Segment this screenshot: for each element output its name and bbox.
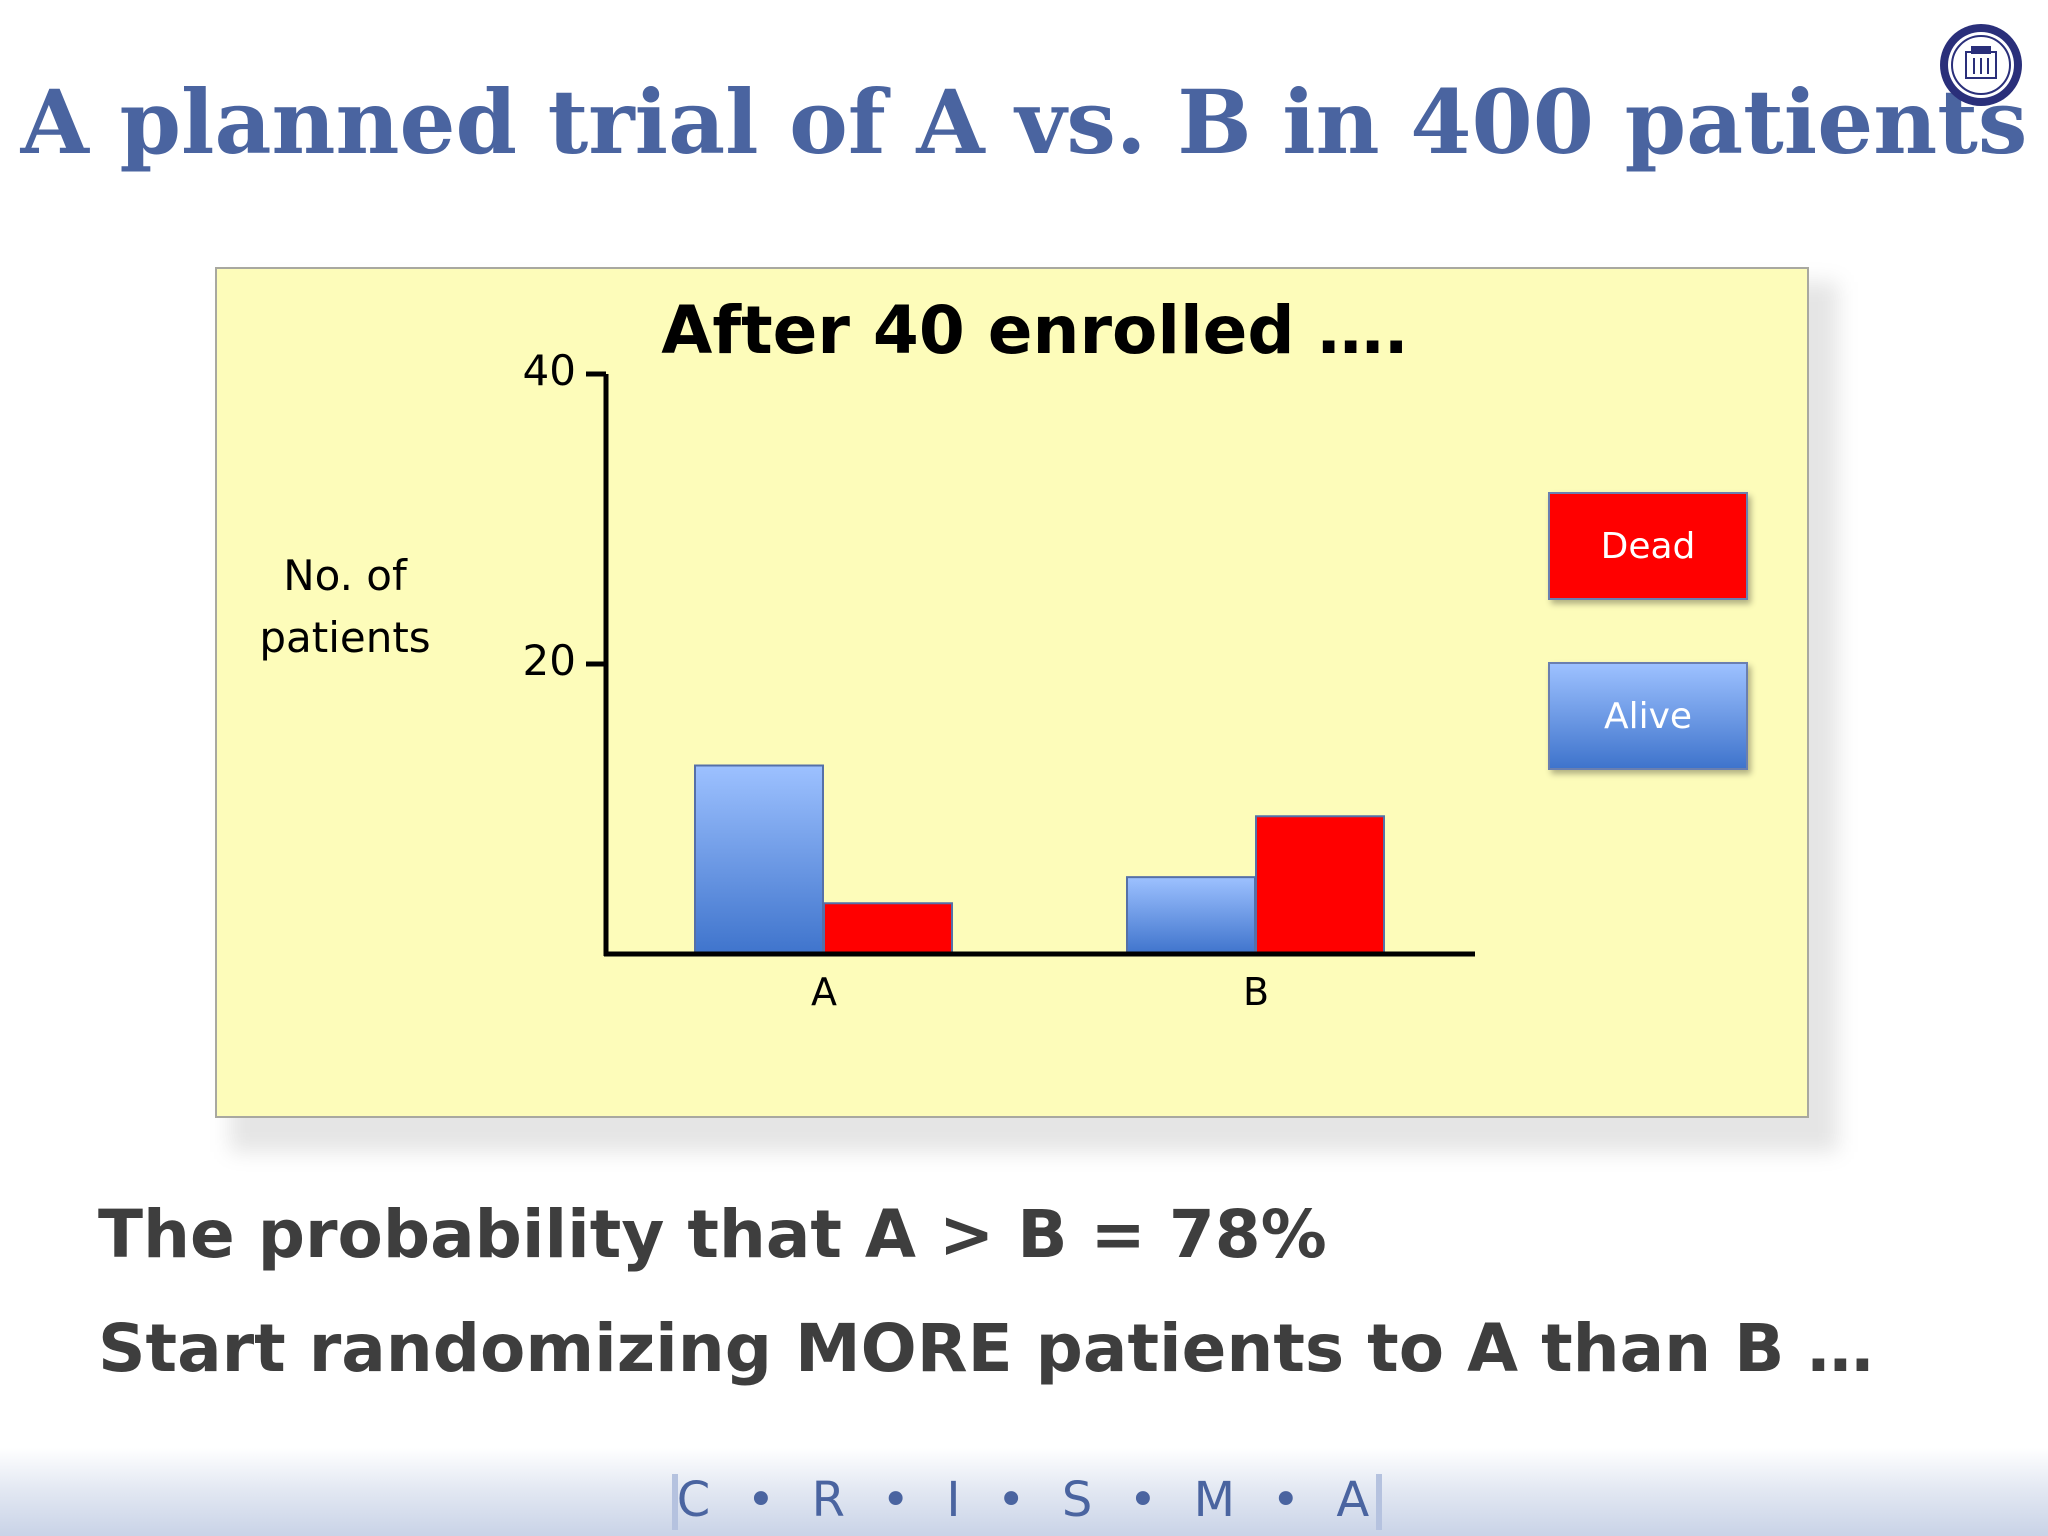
probability-statement: The probability that A > B = 78%: [98, 1196, 1327, 1273]
legend-alive: Alive: [1548, 662, 1748, 770]
bar-dead-a: [823, 902, 953, 955]
randomization-statement: Start randomizing MORE patients to A tha…: [98, 1310, 1874, 1387]
footer-divider-right: [1376, 1474, 1382, 1530]
x-category-label-a: A: [811, 970, 837, 1014]
footer-divider-left: [672, 1474, 678, 1530]
footer-band: [0, 1448, 2048, 1536]
bar-alive-a: [694, 764, 824, 955]
slide-title: A planned trial of A vs. B in 400 patien…: [20, 70, 2028, 174]
bar-alive-b: [1126, 876, 1256, 956]
y-tick-label-20: 20: [522, 636, 576, 685]
footer-brand: C • R • I • S • M • A: [676, 1472, 1372, 1528]
bar-dead-b: [1255, 815, 1385, 955]
chart-title: After 40 enrolled ….: [661, 292, 1409, 369]
x-category-label-b: B: [1242, 970, 1270, 1014]
y-axis-label: No. of patients: [259, 551, 431, 662]
legend-dead: Dead: [1548, 492, 1748, 600]
chart-panel: [215, 267, 1809, 1118]
university-seal-icon: [1940, 24, 2022, 106]
y-tick-label-40: 40: [522, 346, 576, 395]
